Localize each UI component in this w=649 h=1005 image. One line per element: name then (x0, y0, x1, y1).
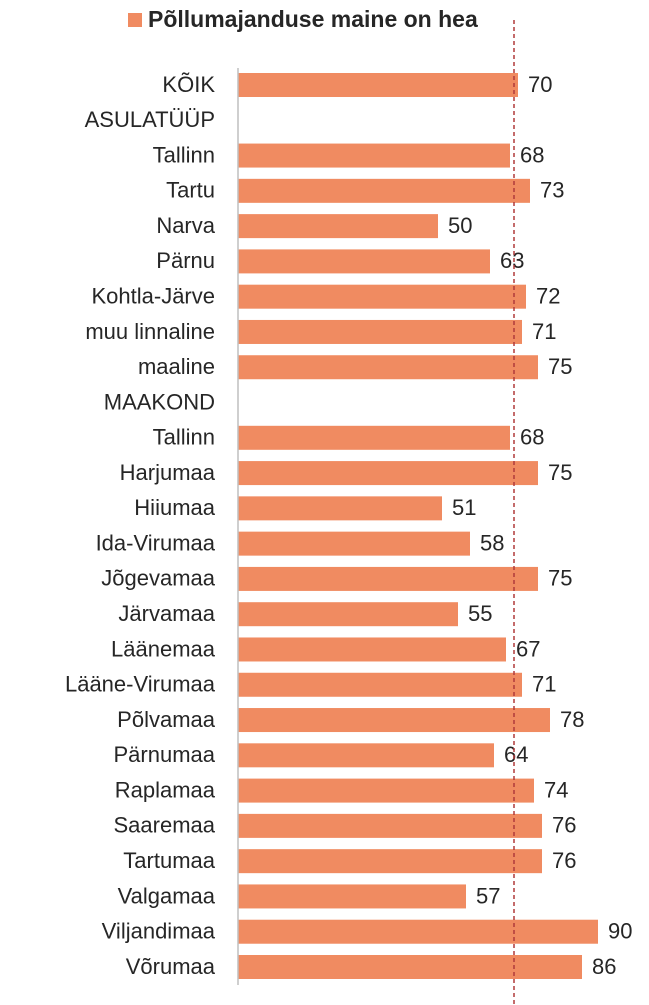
value-label: 71 (532, 319, 556, 344)
value-label: 75 (548, 354, 572, 379)
value-label: 71 (532, 672, 556, 697)
bar (238, 425, 510, 450)
value-label: 58 (480, 530, 504, 555)
category-label: Saaremaa (113, 813, 215, 838)
category-label: KÕIK (162, 72, 215, 97)
category-label: Kohtla-Järve (91, 283, 215, 308)
value-label: 63 (500, 248, 524, 273)
bar (238, 143, 510, 168)
value-label: 67 (516, 636, 540, 661)
bar (238, 531, 470, 556)
category-label: MAAKOND (104, 389, 215, 414)
category-label: Pärnumaa (113, 742, 215, 767)
category-label: Ida-Virumaa (96, 530, 216, 555)
legend-swatch (128, 13, 142, 27)
category-label: Valgamaa (118, 883, 216, 908)
bar (238, 214, 438, 239)
value-label: 57 (476, 883, 500, 908)
bar (238, 708, 550, 733)
category-label: muu linnaline (85, 319, 215, 344)
bar (238, 672, 522, 697)
bar (238, 496, 442, 521)
value-label: 70 (528, 72, 552, 97)
bar (238, 461, 538, 486)
value-label: 73 (540, 178, 564, 203)
legend-label: Põllumajanduse maine on hea (148, 6, 478, 32)
value-label: 90 (608, 919, 632, 944)
value-label: 86 (592, 954, 616, 979)
category-label: ASULATÜÜP (85, 107, 215, 132)
bar (238, 284, 526, 309)
bar (238, 178, 530, 203)
value-label: 75 (548, 460, 572, 485)
category-label: Põlvamaa (117, 707, 216, 732)
category-label: Tallinn (153, 425, 215, 450)
category-label: maaline (138, 354, 215, 379)
value-label: 64 (504, 742, 528, 767)
category-label: Läänemaa (111, 636, 216, 661)
bar (238, 919, 598, 944)
category-label: Pärnu (156, 248, 215, 273)
bar (238, 813, 542, 838)
category-label: Hiiumaa (134, 495, 215, 520)
value-label: 68 (520, 142, 544, 167)
category-label: Lääne-Virumaa (65, 672, 216, 697)
bar (238, 73, 518, 97)
value-label: 51 (452, 495, 476, 520)
bar (238, 637, 506, 662)
bar (238, 778, 534, 803)
category-label: Võrumaa (126, 954, 216, 979)
category-label: Jõgevamaa (101, 566, 216, 591)
category-label: Tartumaa (123, 848, 215, 873)
value-label: 74 (544, 777, 568, 802)
value-label: 55 (468, 601, 492, 626)
value-label: 75 (548, 566, 572, 591)
category-label: Järvamaa (118, 601, 215, 626)
bar (238, 955, 582, 979)
value-label: 76 (552, 813, 576, 838)
category-label: Viljandimaa (102, 919, 216, 944)
category-label: Harjumaa (120, 460, 216, 485)
bar (238, 319, 522, 344)
bar (238, 602, 458, 627)
category-label: Raplamaa (115, 777, 216, 802)
value-label: 50 (448, 213, 472, 238)
bar (238, 249, 490, 274)
value-label: 76 (552, 848, 576, 873)
bar (238, 849, 542, 874)
category-label: Tartu (166, 178, 215, 203)
category-label: Narva (156, 213, 215, 238)
value-label: 68 (520, 425, 544, 450)
bar (238, 743, 494, 768)
category-label: Tallinn (153, 142, 215, 167)
value-label: 78 (560, 707, 584, 732)
bar (238, 355, 538, 380)
value-label: 72 (536, 283, 560, 308)
bar (238, 884, 466, 909)
bar (238, 566, 538, 591)
